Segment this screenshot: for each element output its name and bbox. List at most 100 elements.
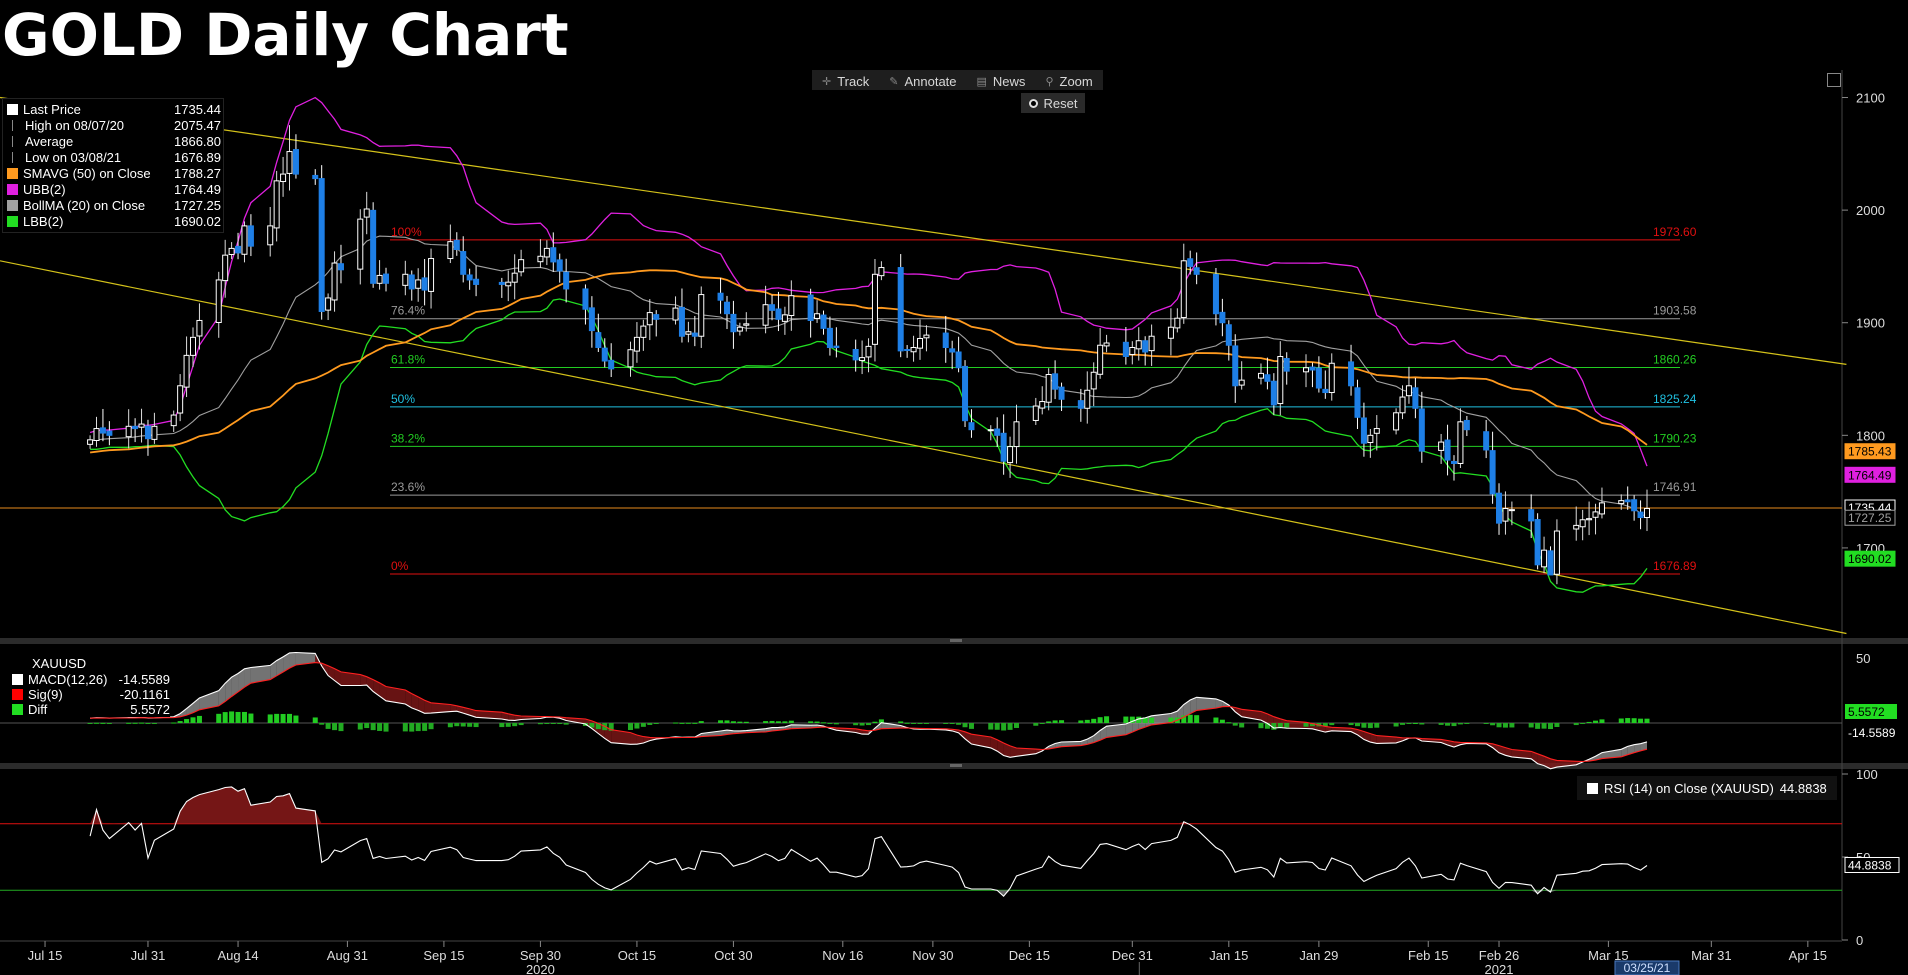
- track-button[interactable]: ✛ Track: [812, 70, 879, 90]
- annotate-label: Annotate: [904, 73, 957, 89]
- macd-fill: [199, 690, 219, 710]
- macd-fill: [1003, 742, 1011, 758]
- macd-fill: [238, 668, 245, 692]
- legend-swatch: [7, 103, 18, 115]
- macd-histogram-bar: [1046, 721, 1052, 723]
- price-tag: 1785.43: [1844, 443, 1896, 460]
- macd-fill: [276, 656, 284, 676]
- macd-fill: [611, 729, 631, 745]
- macd-histogram-bar: [409, 723, 415, 732]
- legend-value: 1676.89: [174, 149, 221, 165]
- down-candle: [1360, 417, 1367, 444]
- macd-histogram-bar: [808, 721, 814, 723]
- down-candle: [1483, 431, 1490, 451]
- macd-histogram-bar: [1541, 723, 1547, 729]
- up-candle: [1457, 421, 1464, 464]
- up-candle: [415, 279, 422, 289]
- down-candle: [1322, 388, 1329, 394]
- macd-histogram-bar: [1445, 723, 1451, 726]
- down-candle: [106, 430, 113, 436]
- down-candle: [1315, 367, 1322, 389]
- price-tag: 1764.49: [1844, 466, 1896, 483]
- legend-swatch: [7, 215, 18, 227]
- splitter-handle-icon: [950, 764, 962, 767]
- zoom-label: Zoom: [1059, 73, 1093, 89]
- price-tag: 1727.25: [1844, 509, 1896, 526]
- up-candle: [1399, 396, 1406, 414]
- zoom-button[interactable]: ⚲ Zoom: [1035, 70, 1102, 90]
- up-candle: [222, 254, 229, 282]
- y-tick-label: 0: [1856, 933, 1863, 948]
- down-candle: [653, 314, 660, 320]
- up-candle: [280, 173, 287, 183]
- fib-value-label: 1676.89: [1653, 559, 1697, 573]
- fib-value-label: 1825.24: [1653, 392, 1697, 406]
- annotate-button[interactable]: ✎ Annotate: [879, 70, 966, 90]
- macd-histogram-bar: [1367, 723, 1373, 729]
- panel-menu-icon[interactable]: [1827, 73, 1841, 87]
- y-tick-label: 50: [1856, 651, 1870, 666]
- up-candle: [698, 294, 705, 337]
- pencil-icon: ✎: [889, 75, 899, 88]
- up-candle: [1007, 446, 1014, 464]
- macd-histogram-bar: [1573, 723, 1579, 726]
- up-candle: [273, 180, 280, 229]
- macd-histogram-bar: [872, 721, 878, 723]
- macd-histogram-bar: [782, 721, 788, 723]
- macd-histogram-bar: [1091, 718, 1097, 723]
- macd-histogram-bar: [911, 723, 917, 724]
- macd-histogram-bar: [1271, 723, 1277, 730]
- up-candle: [1174, 317, 1181, 329]
- macd-fill: [405, 689, 412, 708]
- macd-histogram-bar: [1547, 723, 1553, 730]
- macd-histogram-bar: [357, 723, 363, 730]
- macd-histogram-bar: [1001, 723, 1007, 731]
- macd-fill: [424, 700, 432, 714]
- macd-histogram-bar: [473, 723, 479, 728]
- macd-histogram-bar: [640, 723, 646, 727]
- x-tick-label: Sep 15: [423, 948, 464, 963]
- up-candle: [1090, 371, 1097, 390]
- price-tag-box: [1844, 466, 1896, 483]
- fib-level-label: 61.8%: [391, 352, 425, 366]
- rsi-line: [89, 786, 1648, 897]
- x-tick-label: Feb 26: [1479, 948, 1519, 963]
- news-button[interactable]: ▤ News: [967, 70, 1036, 90]
- macd-fill: [1357, 729, 1364, 740]
- fib-value-label: 1746.91: [1653, 480, 1697, 494]
- fib-value-label: 1790.23: [1653, 431, 1697, 445]
- up-candle: [177, 385, 184, 414]
- macd-histogram-bar: [1451, 723, 1457, 727]
- down-candle: [904, 349, 911, 352]
- macd-histogram-bar: [216, 713, 222, 723]
- up-candle: [646, 312, 653, 326]
- up-candle: [138, 423, 145, 428]
- down-candle: [717, 292, 724, 301]
- macd-fill: [1151, 713, 1171, 725]
- macd-fill: [1511, 749, 1532, 759]
- up-candle: [627, 349, 634, 368]
- reset-button[interactable]: Reset: [1021, 93, 1085, 113]
- macd-histogram-bar: [1361, 723, 1367, 728]
- rsi-tag-label: 44.8838: [1848, 858, 1892, 872]
- down-candle: [318, 178, 325, 312]
- down-candle: [1077, 400, 1084, 409]
- macd-fill: [450, 704, 457, 712]
- up-candle: [640, 325, 647, 338]
- macd-fill: [1190, 697, 1197, 714]
- legend-marker-icon: [12, 151, 19, 163]
- legend-name: Sig(9): [28, 687, 63, 702]
- macd-legend-row: Diff 5.5572: [12, 702, 170, 717]
- legend-swatch: [12, 689, 23, 700]
- macd-histogram-bar: [1039, 723, 1045, 724]
- macd-histogram-bar: [447, 723, 453, 728]
- macd-fill: [231, 673, 239, 697]
- up-candle: [1405, 385, 1412, 397]
- up-candle: [1129, 346, 1136, 355]
- up-candle: [762, 304, 769, 326]
- down-candle: [498, 281, 505, 285]
- year-label: 2021: [1485, 962, 1514, 975]
- macd-histogram-bar: [1554, 723, 1560, 727]
- macd-histogram-bar: [1393, 723, 1399, 727]
